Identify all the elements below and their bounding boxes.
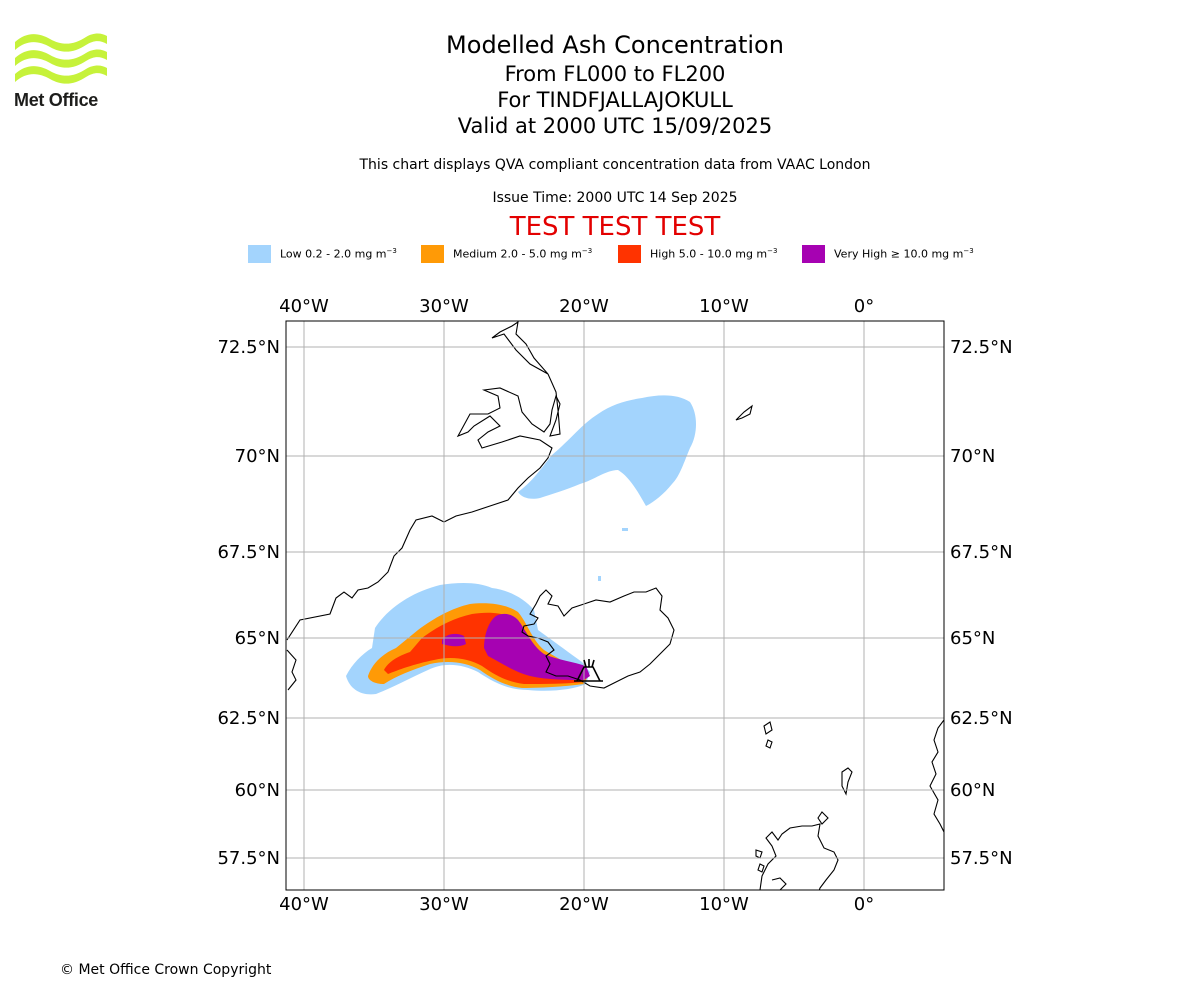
lat-label-right: 65°N: [950, 628, 995, 649]
legend: Low 0.2 - 2.0 mg m−3 Medium 2.0 - 5.0 mg…: [0, 244, 1200, 264]
lon-label-top: 30°W: [419, 296, 469, 317]
lat-label-right: 60°N: [950, 780, 995, 801]
logo-text: Met Office: [14, 90, 99, 110]
lon-labels-bottom: 40°W 30°W 20°W 10°W 0°: [279, 894, 874, 915]
lat-labels-left: 72.5°N 70°N 67.5°N 65°N 62.5°N 60°N 57.5…: [217, 337, 280, 869]
lat-label-left: 65°N: [235, 628, 280, 649]
coastlines: [286, 321, 944, 890]
lat-label-right: 67.5°N: [950, 542, 1013, 563]
lat-label-right: 57.5°N: [950, 848, 1013, 869]
flight-levels: From FL000 to FL200: [504, 62, 726, 86]
volcano-icon: [574, 659, 603, 682]
chart-title-block: Modelled Ash Concentration From FL000 to…: [315, 30, 915, 139]
legend-swatch-medium: [421, 245, 444, 263]
lat-labels-right: 72.5°N 70°N 67.5°N 65°N 62.5°N 60°N 57.5…: [950, 337, 1013, 869]
copyright: © Met Office Crown Copyright: [60, 962, 272, 978]
valid-time: Valid at 2000 UTC 15/09/2025: [457, 114, 773, 138]
lat-label-left: 67.5°N: [217, 542, 280, 563]
lon-label-bottom: 0°: [854, 894, 874, 915]
lat-label-right: 70°N: [950, 446, 995, 467]
lat-label-left: 72.5°N: [217, 337, 280, 358]
gridlines: [286, 321, 944, 890]
legend-swatch-high: [618, 245, 641, 263]
lon-label-top: 10°W: [699, 296, 749, 317]
legend-exponent: −3: [767, 247, 778, 256]
met-office-logo: Met Office: [14, 30, 109, 112]
lon-label-bottom: 30°W: [419, 894, 469, 915]
test-banner: TEST TEST TEST: [509, 212, 721, 242]
legend-item-very-high: Very High ≥ 10.0 mg m−3: [802, 244, 974, 264]
legend-label-low: Low 0.2 - 2.0 mg m: [280, 247, 387, 261]
lon-label-top: 20°W: [559, 296, 609, 317]
issue-time: Issue Time: 2000 UTC 14 Sep 2025: [492, 190, 738, 206]
lat-label-left: 70°N: [235, 446, 280, 467]
lon-labels-top: 40°W 30°W 20°W 10°W 0°: [279, 296, 874, 317]
lat-label-left: 62.5°N: [217, 708, 280, 729]
lon-label-bottom: 20°W: [559, 894, 609, 915]
lat-label-left: 60°N: [235, 780, 280, 801]
legend-label-medium: Medium 2.0 - 5.0 mg m: [453, 247, 582, 261]
legend-swatch-very-high: [802, 245, 825, 263]
lon-label-top: 40°W: [279, 296, 329, 317]
legend-item-low: Low 0.2 - 2.0 mg m−3: [248, 244, 397, 264]
volcano-name: For TINDFJALLAJOKULL: [497, 88, 733, 112]
lat-label-right: 62.5°N: [950, 708, 1013, 729]
legend-item-high: High 5.0 - 10.0 mg m−3: [618, 244, 777, 264]
lon-label-top: 0°: [854, 296, 874, 317]
qva-note: This chart displays QVA compliant concen…: [359, 157, 871, 173]
legend-exponent: −3: [386, 247, 397, 256]
legend-exponent: −3: [581, 247, 593, 256]
legend-label-very-high: Very High ≥ 10.0 mg m: [834, 247, 964, 261]
lat-label-right: 72.5°N: [950, 337, 1013, 358]
wave-logo-icon: [15, 33, 107, 84]
legend-exponent: −3: [963, 247, 974, 256]
map-area: [286, 321, 944, 890]
lon-label-bottom: 10°W: [699, 894, 749, 915]
chart-title: Modelled Ash Concentration: [446, 31, 784, 59]
legend-swatch-low: [248, 245, 271, 263]
ash-very-high: [442, 613, 590, 680]
lat-label-left: 57.5°N: [217, 848, 280, 869]
map-border: [285, 320, 945, 891]
lon-label-bottom: 40°W: [279, 894, 329, 915]
legend-item-medium: Medium 2.0 - 5.0 mg m−3: [421, 244, 592, 264]
legend-label-high: High 5.0 - 10.0 mg m: [650, 247, 768, 261]
